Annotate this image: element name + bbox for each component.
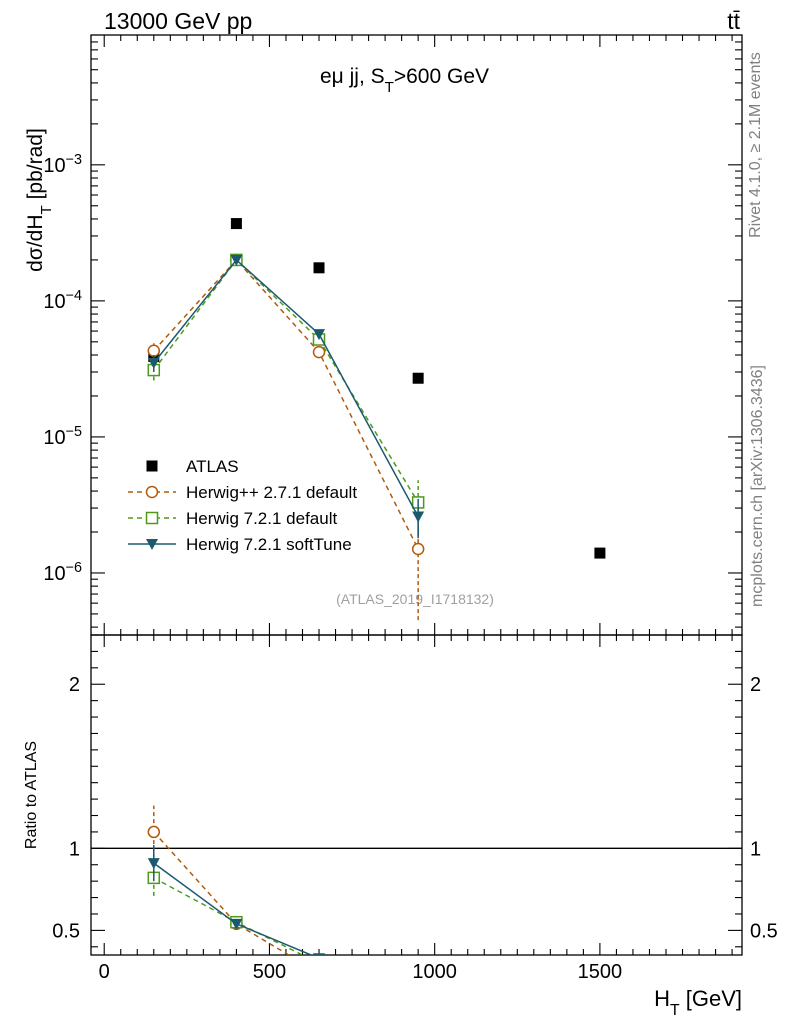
data-point bbox=[147, 357, 160, 369]
x-tick-label: 1500 bbox=[578, 961, 623, 983]
legend-marker bbox=[146, 460, 158, 472]
ratio-point bbox=[313, 953, 326, 955]
ratio-tick-label-right: 1 bbox=[750, 838, 761, 860]
series-1 bbox=[147, 253, 425, 621]
series-line bbox=[153, 258, 419, 517]
data-point bbox=[313, 262, 325, 274]
legend-marker bbox=[145, 511, 159, 525]
data-point bbox=[411, 542, 425, 556]
data-point bbox=[147, 344, 161, 357]
x-axis-title: HT [GeV] bbox=[654, 986, 742, 1019]
analysis-tag: (ATLAS_2019_I1718132) bbox=[336, 591, 494, 607]
data-point bbox=[313, 329, 326, 341]
legend-item: Herwig++ 2.7.1 default bbox=[128, 483, 357, 502]
ratio-tick-label-right: 0.5 bbox=[750, 920, 778, 942]
y-axis-title: dσ/dHT [pb/rad] bbox=[24, 128, 55, 272]
main-plot-data bbox=[147, 218, 606, 621]
header-process-label: tt̄ bbox=[727, 8, 740, 34]
data-point bbox=[594, 547, 606, 559]
legend: ATLAS Herwig++ 2.7.1 default Herwig 7.2.1 … bbox=[128, 457, 357, 554]
y-tick-label: 10−5 bbox=[43, 424, 82, 449]
series-3 bbox=[147, 254, 425, 539]
ratio-line bbox=[153, 862, 314, 955]
legend-label: ATLAS bbox=[186, 457, 239, 476]
ratio-plot-data bbox=[147, 805, 424, 1009]
rivet-version-label: Rivet 4.1.0, ≥ 2.1M events bbox=[747, 52, 764, 238]
x-tick-label: 0 bbox=[99, 961, 110, 983]
ratio-tick-label: 0.5 bbox=[52, 920, 80, 942]
mcplots-source-label: mcplots.cern.ch [arXiv:1306.3436] bbox=[749, 365, 766, 607]
data-point bbox=[412, 511, 425, 523]
legend-item: Herwig 7.2.1 default bbox=[128, 509, 337, 528]
data-point bbox=[230, 218, 242, 230]
ratio-tick-label: 1 bbox=[69, 838, 80, 860]
ratio-line bbox=[153, 877, 305, 955]
ratio-point bbox=[147, 858, 160, 870]
ratio-point bbox=[147, 825, 161, 839]
ratio-series-3 bbox=[147, 845, 424, 1002]
y-tick-label: 10−4 bbox=[43, 288, 82, 313]
header-collision-label: 13000 GeV pp bbox=[104, 8, 252, 34]
legend-marker bbox=[145, 485, 159, 499]
legend-marker bbox=[146, 539, 158, 550]
x-tick-label: 1000 bbox=[412, 961, 457, 983]
ratio-point bbox=[230, 918, 243, 930]
ratio-point bbox=[413, 998, 424, 1009]
ratio-axis-title: Ratio to ATLAS bbox=[23, 741, 40, 849]
series-0 bbox=[148, 218, 606, 559]
legend-label: Herwig 7.2.1 softTune bbox=[186, 535, 352, 554]
ratio-point bbox=[413, 987, 424, 998]
ratio-point bbox=[314, 958, 325, 969]
data-point bbox=[312, 345, 326, 359]
ratio-panel-frame bbox=[90, 634, 743, 956]
series-line bbox=[153, 258, 419, 550]
axis-tick-labels: 0 500 1000 1500 10−6 10−5 10−4 10−3 0.5 0.5 1 1 2 2 bbox=[43, 152, 777, 983]
ratio-tick-label-right: 2 bbox=[750, 674, 761, 696]
legend-item: ATLAS bbox=[146, 457, 239, 476]
y-tick-label: 10−3 bbox=[43, 152, 82, 177]
y-tick-label: 10−6 bbox=[43, 560, 82, 585]
ratio-line bbox=[153, 831, 291, 955]
data-point bbox=[230, 254, 243, 266]
chart-title: eμ jj, ST>600 GeV bbox=[320, 65, 489, 96]
legend-label: Herwig 7.2.1 default bbox=[186, 509, 337, 528]
legend-item: Herwig 7.2.1 softTune bbox=[128, 535, 352, 554]
ratio-tick-label: 2 bbox=[69, 674, 80, 696]
ratio-point bbox=[314, 968, 325, 979]
x-tick-label: 500 bbox=[253, 961, 286, 983]
data-point bbox=[412, 372, 424, 384]
ratio-point bbox=[412, 991, 424, 1002]
legend-label: Herwig++ 2.7.1 default bbox=[186, 483, 357, 502]
